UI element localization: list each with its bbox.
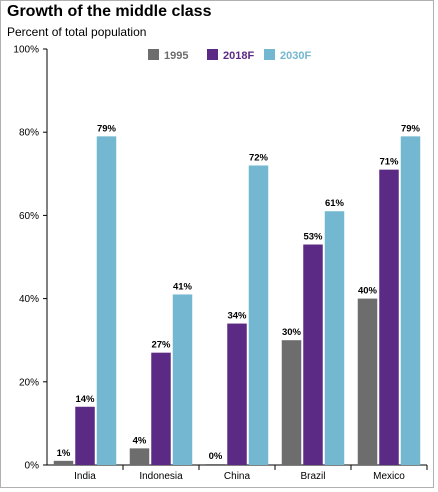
bar-2030F-brazil xyxy=(324,211,345,465)
data-label: 1% xyxy=(57,448,71,459)
x-tick-label: India xyxy=(74,471,96,482)
data-label: 53% xyxy=(303,232,323,243)
chart-title: Growth of the middle class xyxy=(7,3,212,20)
data-label: 40% xyxy=(358,286,378,297)
y-tick-label: 20% xyxy=(19,377,39,388)
bar-2018F-india xyxy=(75,406,95,465)
data-label: 34% xyxy=(227,311,247,322)
bar-2018F-mexico xyxy=(379,169,399,465)
bar-2030F-mexico xyxy=(400,136,421,466)
data-label: 14% xyxy=(75,394,95,405)
chart-subtitle: Percent of total population xyxy=(7,25,147,39)
bar-2030F-indonesia xyxy=(172,294,193,465)
data-label: 79% xyxy=(97,123,117,134)
legend-swatch-1995 xyxy=(148,49,159,60)
y-tick-label: 80% xyxy=(19,128,39,139)
y-tick-label: 60% xyxy=(19,211,39,222)
bar-1995-brazil xyxy=(281,340,302,465)
bar-1995-china xyxy=(205,464,226,465)
bar-2030F-china xyxy=(248,165,269,466)
bar-2018F-china xyxy=(227,323,247,465)
data-label: 30% xyxy=(282,327,302,338)
x-tick-label: Brazil xyxy=(300,471,325,482)
bar-1995-indonesia xyxy=(129,448,150,465)
bar-1995-mexico xyxy=(357,298,378,465)
y-tick-label: 0% xyxy=(25,461,40,472)
data-label: 0% xyxy=(209,451,223,462)
data-label: 4% xyxy=(133,435,147,446)
x-tick-label: Indonesia xyxy=(139,471,183,482)
bar-2018F-indonesia xyxy=(151,352,171,465)
bar-2018F-brazil xyxy=(303,244,323,465)
data-label: 27% xyxy=(151,340,171,351)
data-label: 41% xyxy=(173,281,193,292)
x-tick-label: Mexico xyxy=(373,471,405,482)
data-label: 61% xyxy=(325,198,345,209)
legend-label: 2030F xyxy=(280,50,311,62)
x-tick-label: China xyxy=(224,471,251,482)
data-label: 71% xyxy=(379,157,399,168)
bar-1995-india xyxy=(53,460,74,465)
data-label: 72% xyxy=(249,152,269,163)
legend-swatch-2018F xyxy=(207,49,218,60)
legend-label: 1995 xyxy=(164,50,188,62)
legend-swatch-2030F xyxy=(264,49,275,60)
legend-label: 2018F xyxy=(223,50,254,62)
y-tick-label: 40% xyxy=(19,294,39,305)
bar-2030F-india xyxy=(96,136,117,466)
y-tick-label: 100% xyxy=(13,45,39,56)
data-label: 79% xyxy=(401,123,421,134)
